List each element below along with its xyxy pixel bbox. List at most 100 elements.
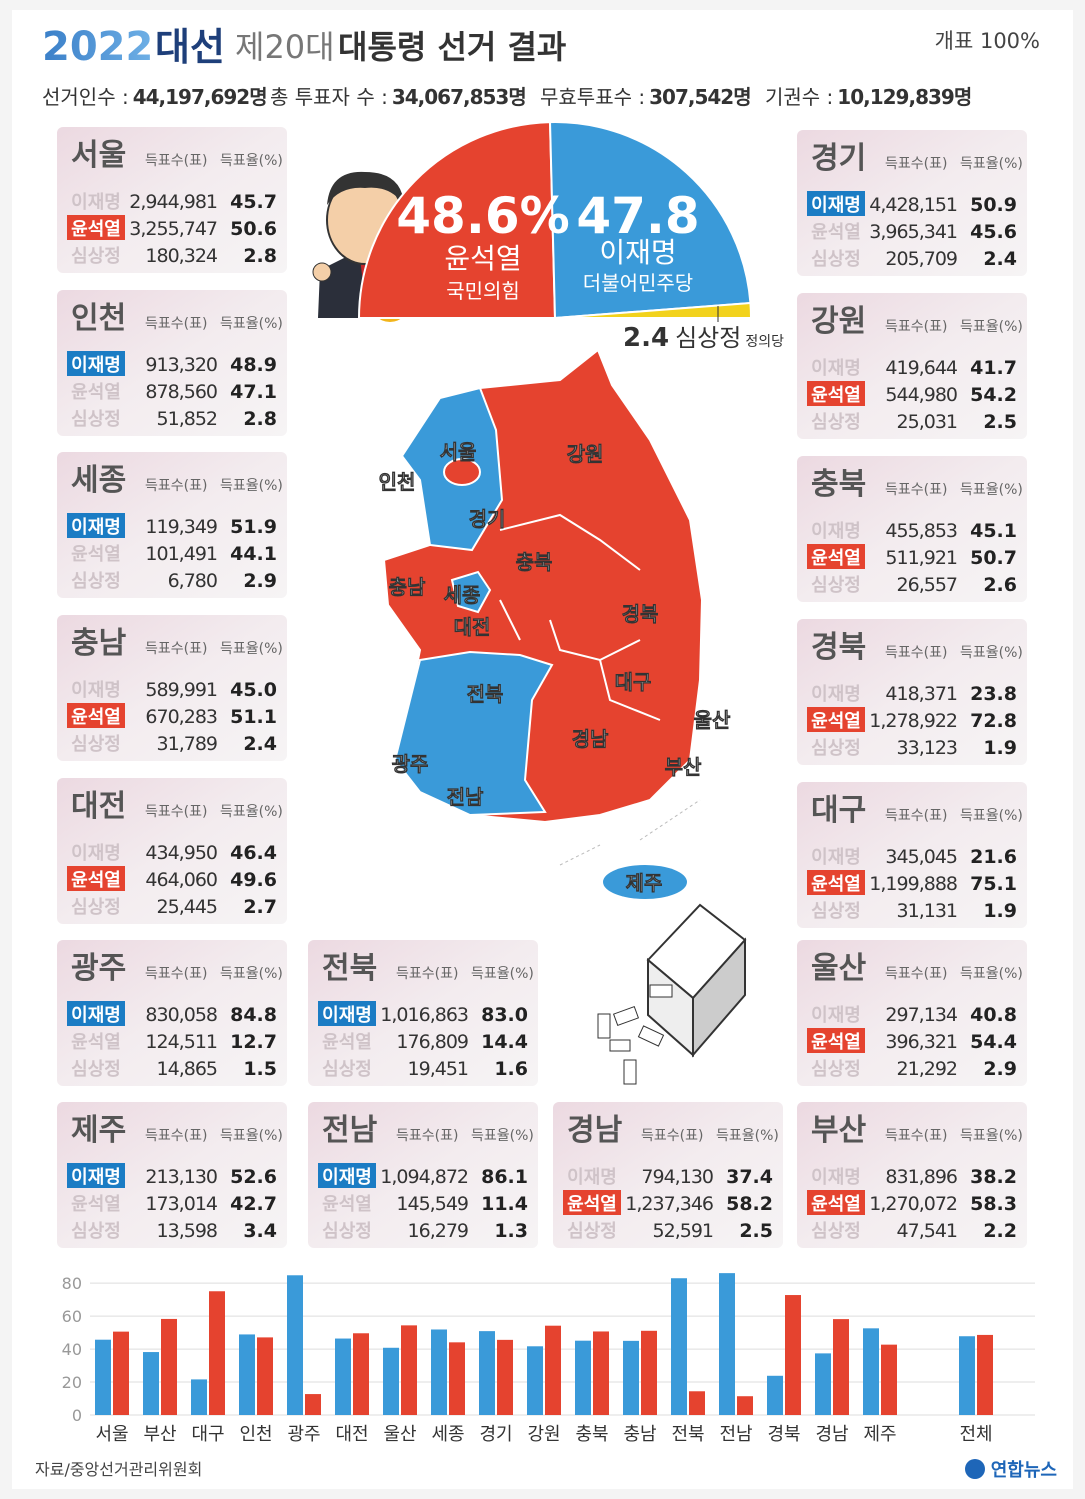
x-tick-label: 대구 <box>191 1424 224 1445</box>
region-name: 울산 <box>811 951 867 986</box>
vote-count: 3,965,341 <box>869 221 957 243</box>
region-card: 광주 득표수(표) 득표율(%) 이재명 830,058 84.8 윤석열 124,511 12… <box>57 940 287 1086</box>
bar <box>353 1333 369 1415</box>
pie-candidate: 윤석열 <box>444 242 521 275</box>
winner-highlight <box>807 707 865 732</box>
candidate-name: 이재명 <box>71 517 121 538</box>
bar <box>959 1336 975 1415</box>
map-label: 서울 <box>440 440 477 464</box>
pie-slice <box>357 121 557 319</box>
ballot <box>637 1025 665 1047</box>
vote-share: 45.6 <box>970 221 1017 243</box>
candidate-name: 윤석열 <box>322 1194 372 1215</box>
vote-count: 13,598 <box>157 1220 217 1242</box>
bar <box>593 1331 609 1415</box>
column-header: 득표수(표) <box>885 808 947 824</box>
pie-minor-label: 2.4 심상정 정의당 <box>623 323 784 353</box>
region-card: 대전 득표수(표) 득표율(%) 이재명 434,950 46.4 윤석열 464,060 49… <box>57 778 287 924</box>
x-tick-label: 세종 <box>431 1424 464 1445</box>
column-header: 득표율(%) <box>960 156 1023 172</box>
candidate-name: 이재명 <box>322 1167 372 1188</box>
year: 2022 <box>42 24 153 70</box>
region-name: 경남 <box>567 1113 623 1148</box>
candidate-name: 윤석열 <box>811 222 861 243</box>
bar <box>833 1319 849 1415</box>
winner-highlight <box>67 215 125 240</box>
vote-count: 670,283 <box>145 706 217 728</box>
column-header: 득표율(%) <box>960 319 1023 335</box>
region-name: 대전 <box>71 789 126 824</box>
source: 자료/중앙선거관리위원회 <box>35 1460 202 1479</box>
summary-value: 34,067,853명 <box>392 85 526 109</box>
candidate-name: 윤석열 <box>71 707 121 728</box>
vote-count: 830,058 <box>145 1004 217 1026</box>
ballot <box>609 1039 631 1052</box>
winner-highlight <box>67 1001 125 1026</box>
candidate-name: 윤석열 <box>71 544 121 565</box>
vote-count: 434,950 <box>145 842 217 864</box>
vote-share: 37.4 <box>726 1166 773 1188</box>
bar <box>719 1273 735 1415</box>
box-front <box>692 937 746 1058</box>
vote-share: 12.7 <box>230 1031 277 1053</box>
card-bg <box>57 940 287 1086</box>
map-label: 대전 <box>454 615 491 639</box>
candidate-name: 심상정 <box>811 412 861 433</box>
bar <box>977 1334 993 1415</box>
vote-share: 52.6 <box>230 1166 277 1188</box>
candidate-name: 이재명 <box>811 847 861 868</box>
vote-count: 297,134 <box>885 1004 957 1026</box>
candidate-name: 윤석열 <box>811 711 861 732</box>
x-tick-label: 경북 <box>767 1424 800 1445</box>
vote-count: 52,591 <box>653 1220 713 1242</box>
vote-count: 33,123 <box>897 737 957 759</box>
candidate-name: 이재명 <box>811 358 861 379</box>
winner-highlight <box>67 866 125 891</box>
bar <box>863 1328 879 1415</box>
vote-share: 2.4 <box>243 733 277 755</box>
candidate-name: 심상정 <box>811 575 861 596</box>
column-header: 득표율(%) <box>220 1128 283 1144</box>
map-label: 강원 <box>567 442 604 466</box>
candidate-name: 이재명 <box>811 1167 861 1188</box>
column-header: 득표수(표) <box>396 1128 458 1144</box>
y-tick-label: 80 <box>62 1274 82 1293</box>
column-header: 득표율(%) <box>220 966 283 982</box>
region-card: 세종 득표수(표) 득표율(%) 이재명 119,349 51.9 윤석열 101,491 44… <box>57 452 287 598</box>
bar <box>287 1275 303 1415</box>
column-header: 득표수(표) <box>885 966 947 982</box>
vote-share: 50.9 <box>970 194 1017 216</box>
candidate-name: 이재명 <box>811 195 861 216</box>
region-card: 경남 득표수(표) 득표율(%) 이재명 794,130 37.4 윤석열 1,237,346… <box>553 1102 783 1248</box>
vote-count: 213,130 <box>145 1166 217 1188</box>
vote-count: 25,031 <box>897 411 957 433</box>
summary-label: 무효투표수 : <box>540 85 645 109</box>
vote-share: 86.1 <box>481 1166 528 1188</box>
bar <box>737 1396 753 1415</box>
winner-highlight <box>807 381 865 406</box>
vote-count: 418,371 <box>885 683 957 705</box>
vote-count: 589,991 <box>145 679 217 701</box>
candidate-name: 심상정 <box>322 1059 372 1080</box>
vote-share: 2.9 <box>983 1058 1017 1080</box>
map-border <box>499 513 661 721</box>
candidate-name: 심상정 <box>71 1221 121 1242</box>
candidate-name: 이재명 <box>71 843 121 864</box>
summary-item: 기권수 :10,129,839명 <box>765 85 971 109</box>
winner-highlight <box>67 1163 125 1188</box>
column-header: 득표수(표) <box>641 1128 703 1144</box>
vote-share: 50.6 <box>230 218 277 240</box>
vote-share: 2.7 <box>243 896 277 918</box>
card-bg <box>57 452 287 598</box>
vote-count: 3,255,747 <box>129 218 217 240</box>
x-tick-label: 전북 <box>671 1424 704 1445</box>
region-name: 충북 <box>811 467 866 502</box>
y-tick-label: 40 <box>62 1340 82 1359</box>
region-card: 대구 득표수(표) 득표율(%) 이재명 345,045 21.6 윤석열 1,199,888… <box>797 782 1027 928</box>
bar <box>623 1340 639 1415</box>
card-bg <box>308 1102 538 1248</box>
card-bg <box>57 1102 287 1248</box>
region-card: 울산 득표수(표) 득표율(%) 이재명 297,134 40.8 윤석열 396,321 54… <box>797 940 1027 1086</box>
bar <box>335 1338 351 1415</box>
